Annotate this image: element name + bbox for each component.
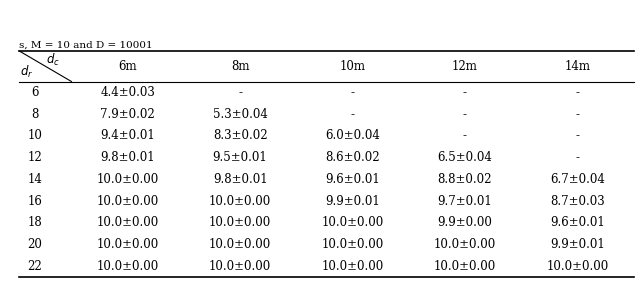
Text: -: - bbox=[463, 129, 467, 142]
Text: -: - bbox=[575, 129, 579, 142]
Text: 9.6±0.01: 9.6±0.01 bbox=[325, 173, 380, 186]
Text: 10.0±0.00: 10.0±0.00 bbox=[97, 216, 159, 230]
Text: 20: 20 bbox=[28, 238, 42, 251]
Text: 10.0±0.00: 10.0±0.00 bbox=[434, 238, 496, 251]
Text: -: - bbox=[463, 86, 467, 99]
Text: 6m: 6m bbox=[118, 60, 137, 73]
Text: -: - bbox=[351, 108, 355, 121]
Text: 10.0±0.00: 10.0±0.00 bbox=[321, 238, 383, 251]
Text: 10.0±0.00: 10.0±0.00 bbox=[97, 238, 159, 251]
Text: 6.5±0.04: 6.5±0.04 bbox=[438, 151, 492, 164]
Text: 9.8±0.01: 9.8±0.01 bbox=[100, 151, 155, 164]
Text: 10.0±0.00: 10.0±0.00 bbox=[97, 195, 159, 208]
Text: -: - bbox=[238, 86, 242, 99]
Text: 8.6±0.02: 8.6±0.02 bbox=[325, 151, 380, 164]
Text: 16: 16 bbox=[28, 195, 42, 208]
Text: 9.9±0.01: 9.9±0.01 bbox=[325, 195, 380, 208]
Text: 10.0±0.00: 10.0±0.00 bbox=[97, 173, 159, 186]
Text: 22: 22 bbox=[28, 260, 42, 273]
Text: 6: 6 bbox=[31, 86, 38, 99]
Text: -: - bbox=[463, 108, 467, 121]
Text: 9.9±0.00: 9.9±0.00 bbox=[438, 216, 492, 230]
Text: -: - bbox=[575, 151, 579, 164]
Text: 4.4±0.03: 4.4±0.03 bbox=[100, 86, 155, 99]
Text: 14: 14 bbox=[28, 173, 42, 186]
Text: 9.5±0.01: 9.5±0.01 bbox=[212, 151, 268, 164]
Text: 8.8±0.02: 8.8±0.02 bbox=[438, 173, 492, 186]
Text: 6.7±0.04: 6.7±0.04 bbox=[550, 173, 605, 186]
Text: 9.6±0.01: 9.6±0.01 bbox=[550, 216, 605, 230]
Text: 6.0±0.04: 6.0±0.04 bbox=[325, 129, 380, 142]
Text: 10.0±0.00: 10.0±0.00 bbox=[209, 260, 271, 273]
Text: 9.7±0.01: 9.7±0.01 bbox=[438, 195, 492, 208]
Text: 9.8±0.01: 9.8±0.01 bbox=[212, 173, 268, 186]
Text: 10.0±0.00: 10.0±0.00 bbox=[434, 260, 496, 273]
Text: 10.0±0.00: 10.0±0.00 bbox=[97, 260, 159, 273]
Text: -: - bbox=[575, 86, 579, 99]
Text: 10.0±0.00: 10.0±0.00 bbox=[321, 216, 383, 230]
Text: -: - bbox=[575, 108, 579, 121]
Text: -: - bbox=[351, 86, 355, 99]
Text: 12m: 12m bbox=[452, 60, 478, 73]
Text: $d_r$: $d_r$ bbox=[20, 64, 34, 80]
Text: 5.3±0.04: 5.3±0.04 bbox=[212, 108, 268, 121]
Text: 10: 10 bbox=[28, 129, 42, 142]
Text: 9.4±0.01: 9.4±0.01 bbox=[100, 129, 155, 142]
Text: 10.0±0.00: 10.0±0.00 bbox=[209, 238, 271, 251]
Text: 12: 12 bbox=[28, 151, 42, 164]
Text: 10.0±0.00: 10.0±0.00 bbox=[547, 260, 609, 273]
Text: 8.3±0.02: 8.3±0.02 bbox=[212, 129, 268, 142]
Text: s, M = 10 and D = 10001: s, M = 10 and D = 10001 bbox=[19, 40, 153, 50]
Text: $d_c$: $d_c$ bbox=[46, 52, 60, 68]
Text: 8.7±0.03: 8.7±0.03 bbox=[550, 195, 605, 208]
Text: 18: 18 bbox=[28, 216, 42, 230]
Text: 7.9±0.02: 7.9±0.02 bbox=[100, 108, 155, 121]
Text: 9.9±0.01: 9.9±0.01 bbox=[550, 238, 605, 251]
Text: 10m: 10m bbox=[339, 60, 365, 73]
Text: 8: 8 bbox=[31, 108, 38, 121]
Text: 10.0±0.00: 10.0±0.00 bbox=[321, 260, 383, 273]
Text: 10.0±0.00: 10.0±0.00 bbox=[209, 195, 271, 208]
Text: 10.0±0.00: 10.0±0.00 bbox=[209, 216, 271, 230]
Text: 8m: 8m bbox=[231, 60, 250, 73]
Text: 14m: 14m bbox=[564, 60, 590, 73]
